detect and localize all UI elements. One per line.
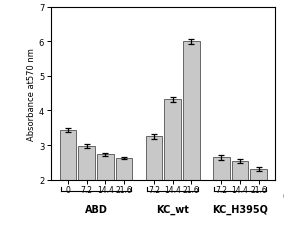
Text: (lmo): (lmo) xyxy=(282,191,284,200)
Bar xyxy=(146,137,162,249)
Y-axis label: Absorbance at570 nm: Absorbance at570 nm xyxy=(27,48,36,140)
Bar xyxy=(213,158,230,249)
Bar xyxy=(97,155,114,249)
Bar xyxy=(250,170,267,249)
Text: KC_H395Q: KC_H395Q xyxy=(212,204,268,214)
Bar xyxy=(164,100,181,249)
Text: KC_wt: KC_wt xyxy=(156,204,189,214)
Bar xyxy=(116,158,132,249)
Bar xyxy=(183,42,200,249)
Bar xyxy=(60,130,76,249)
Bar xyxy=(232,161,248,249)
Bar xyxy=(78,146,95,249)
Text: ABD: ABD xyxy=(85,204,107,214)
